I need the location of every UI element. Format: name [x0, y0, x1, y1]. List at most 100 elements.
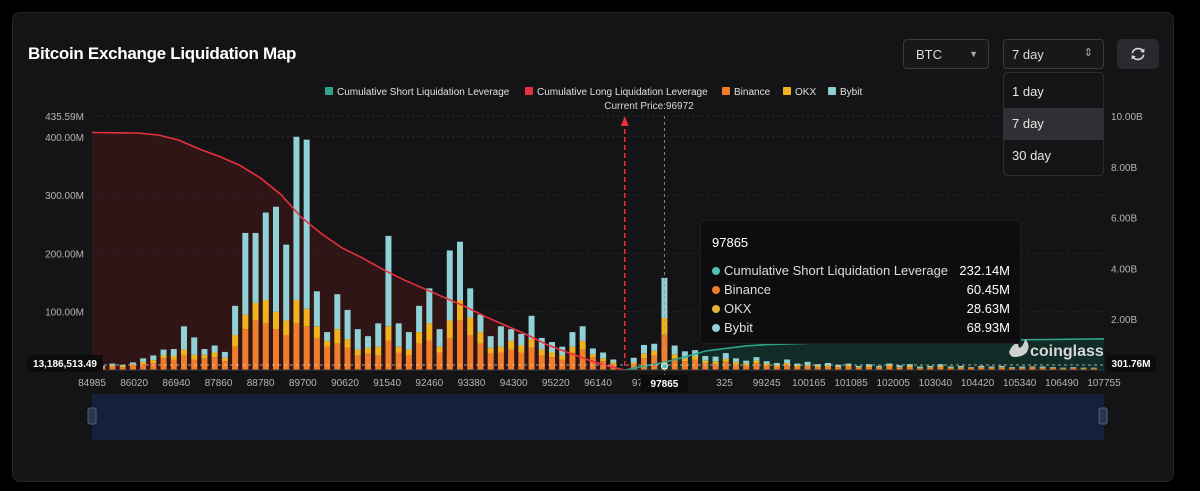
x-tick-label: 102005: [876, 378, 910, 389]
bar-series: [99, 136, 1097, 370]
bar-okx: [1039, 367, 1046, 369]
bar-bybit: [221, 351, 228, 358]
bar-bybit: [334, 294, 341, 330]
bar-binance: [518, 352, 525, 370]
bar-binance: [467, 335, 474, 370]
bar-bybit: [436, 329, 443, 347]
bar-bybit: [467, 288, 474, 318]
legend-swatch: [783, 87, 791, 95]
bar-bybit: [630, 357, 637, 363]
zoom-slider-track[interactable]: [92, 394, 1104, 440]
bar-binance: [181, 355, 187, 370]
bar-bybit: [784, 359, 791, 364]
bar-okx: [1060, 368, 1067, 369]
bar-okx: [886, 365, 893, 367]
y-left-tick-label: 100.00M: [45, 308, 84, 319]
bar-binance: [1029, 367, 1036, 370]
chart-tooltip: 97865 Cumulative Short Liquidation Lever…: [700, 220, 1021, 344]
bar-bybit: [538, 337, 545, 350]
bar-okx: [129, 364, 136, 366]
bar-binance: [1039, 368, 1046, 370]
bar-bybit: [569, 332, 576, 347]
bar-binance: [405, 355, 412, 370]
bar-okx: [303, 308, 310, 327]
period-select[interactable]: 7 day ⇕: [1003, 39, 1104, 69]
bar-bybit: [160, 349, 167, 356]
bar-bybit: [947, 366, 954, 368]
axes: 100.00M 200.00M 300.00M 400.00M 435.59M 2.00B…: [45, 112, 1143, 389]
x-tick-label: 96140: [584, 378, 612, 389]
bar-okx: [375, 346, 382, 356]
period-option-7-day[interactable]: 7 day: [1004, 108, 1103, 140]
bar-bybit: [477, 314, 484, 333]
bar-okx: [191, 354, 198, 360]
bar-binance: [140, 364, 147, 370]
tooltip-heading: 97865: [712, 235, 749, 250]
bar-okx: [641, 353, 647, 359]
bar-bybit: [426, 288, 433, 324]
bar-bybit: [978, 365, 985, 368]
current-price-label: Current Price:96972: [604, 101, 694, 112]
period-option-30-day[interactable]: 30 day: [1012, 148, 1052, 163]
bar-binance: [773, 366, 780, 370]
bar-okx: [896, 367, 903, 368]
caret-down-icon: ▼: [969, 49, 978, 59]
y-left-tick-label: 200.00M: [45, 249, 84, 260]
zoom-handle-left[interactable]: [87, 407, 97, 425]
bar-binance: [978, 367, 985, 370]
bar-okx: [968, 367, 975, 369]
series-dot: [712, 267, 720, 275]
bar-okx: [589, 354, 596, 358]
legend-swatch: [325, 87, 333, 95]
tooltip-series-name: Bybit: [724, 320, 753, 335]
legend-label: Bybit: [840, 87, 862, 98]
bar-binance: [252, 320, 259, 370]
bar-binance: [927, 367, 934, 370]
left-value-badge: [27, 355, 103, 372]
y-right-tick-label: 2.00B: [1111, 315, 1137, 326]
bar-bybit: [242, 232, 249, 315]
brand-text: coinglass: [1030, 343, 1104, 360]
x-tick-label: 93380: [458, 378, 486, 389]
bar-bybit: [968, 367, 975, 368]
bar-binance: [917, 368, 923, 370]
bar-bybit: [1039, 366, 1046, 368]
bar-okx: [446, 320, 453, 338]
bar-bybit: [589, 348, 596, 355]
bar-binance: [630, 364, 637, 370]
bar-bybit: [692, 350, 699, 357]
bar-binance: [201, 358, 208, 370]
bar-bybit: [129, 362, 136, 365]
x-tick-label: 91540: [373, 378, 401, 389]
bar-okx: [354, 349, 361, 356]
bar-binance: [354, 355, 361, 370]
zoom-handle-right[interactable]: [1098, 407, 1108, 425]
symbol-select[interactable]: BTC ▼: [903, 39, 989, 69]
bar-bybit: [1049, 367, 1056, 368]
hover-point: [660, 362, 668, 370]
bar-okx: [1019, 367, 1026, 369]
bar-okx: [610, 362, 617, 365]
bar-okx: [743, 363, 750, 366]
legend[interactable]: Cumulative Short Liquidation Leverage Cum…: [325, 87, 862, 98]
x-tick-label: 95220: [542, 378, 570, 389]
x-tick-label: 103040: [919, 378, 953, 389]
bar-binance: [1060, 368, 1067, 370]
legend-label: Cumulative Short Liquidation Leverage: [337, 87, 510, 98]
period-option-1-day[interactable]: 1 day: [1012, 84, 1044, 99]
bar-bybit: [252, 232, 259, 303]
bar-bybit: [845, 363, 852, 366]
refresh-button[interactable]: [1117, 39, 1159, 69]
bar-bybit: [733, 358, 739, 362]
bar-bybit: [835, 364, 842, 367]
bar-okx: [119, 365, 126, 368]
series-dot: [712, 324, 720, 332]
bar-okx: [518, 345, 525, 353]
bar-bybit: [610, 359, 617, 363]
grid-lines: [92, 115, 1104, 313]
bar-okx: [201, 354, 208, 359]
long-leverage-area: [92, 132, 625, 370]
bar-okx: [109, 365, 116, 367]
bar-binance: [896, 367, 903, 370]
